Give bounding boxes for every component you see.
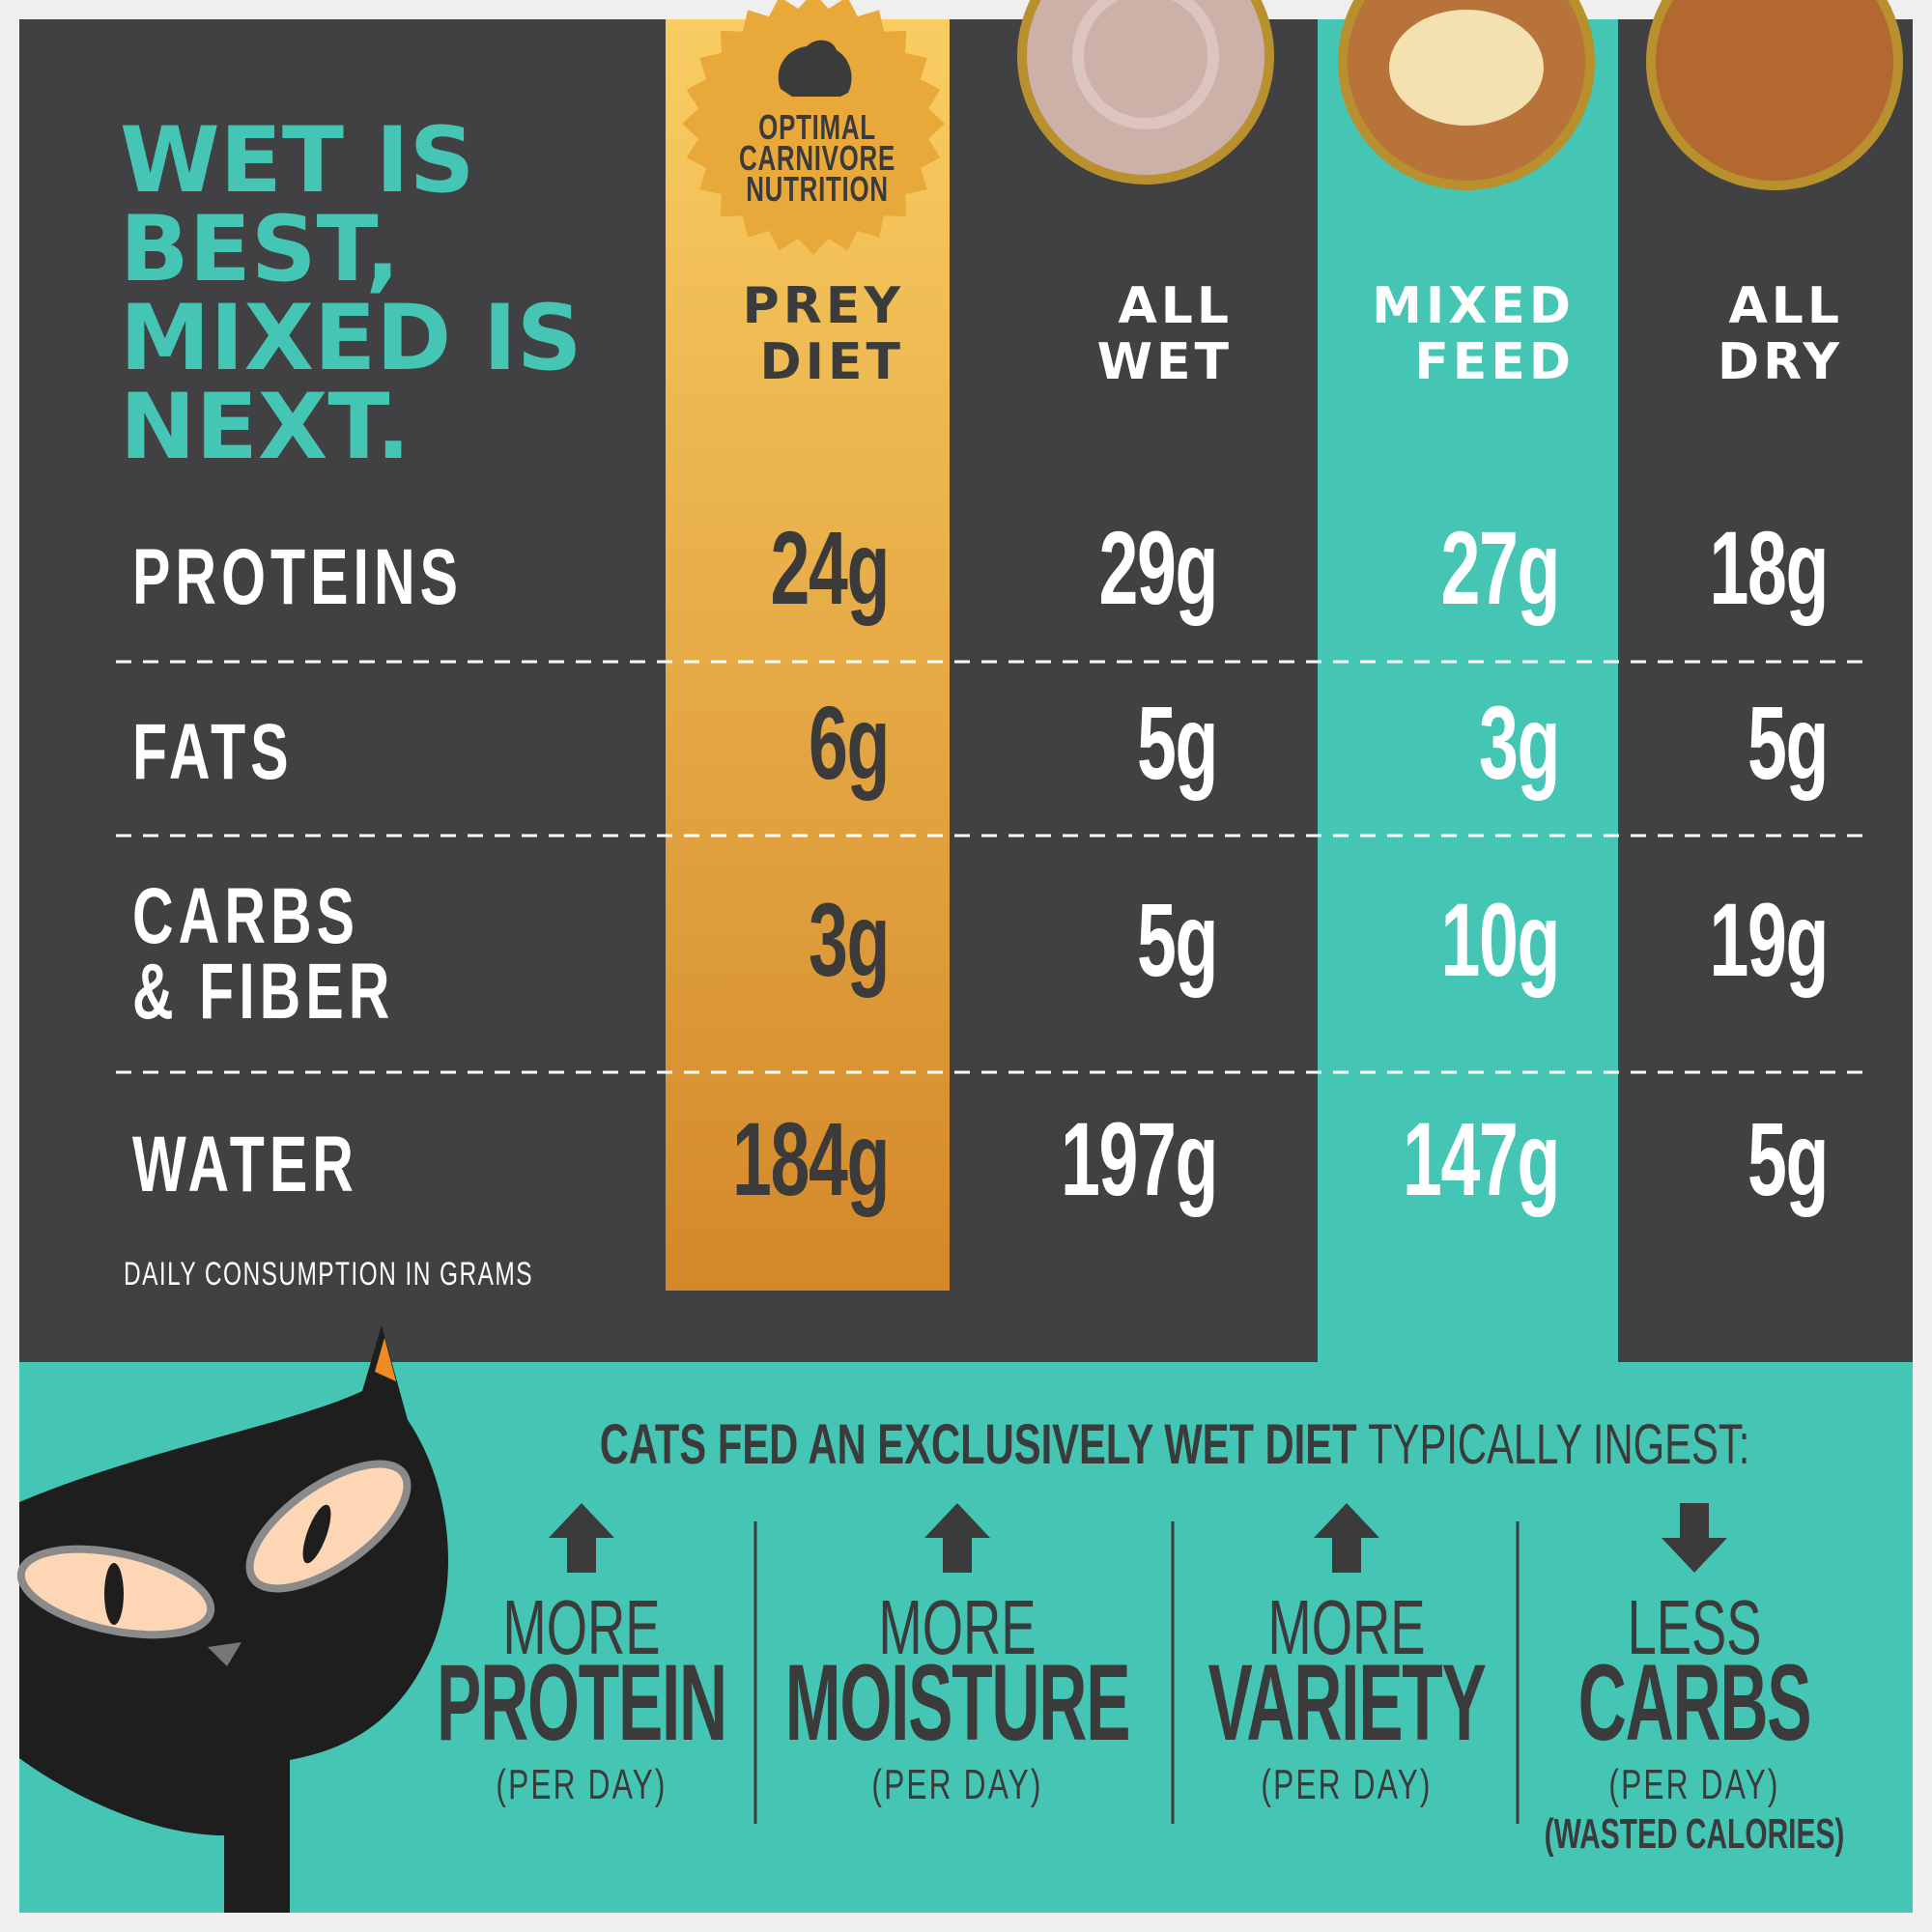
row-label: WATER (132, 1121, 358, 1209)
cell-value: 6g (809, 684, 889, 802)
bowl-gravy (1389, 10, 1544, 126)
arrow (549, 1503, 614, 1573)
row-label: CARBS (132, 872, 359, 961)
headline: CATS FED AN EXCLUSIVELY WET DIET TYPICALL… (600, 1412, 1750, 1475)
cell-value: 10g (1441, 881, 1559, 999)
cell-value: 5g (1747, 684, 1828, 802)
column-header: PREY (743, 277, 904, 335)
benefit-line2: CARBS (1578, 1642, 1811, 1763)
mouse-icon (778, 40, 852, 97)
column-header: MIXED (1372, 277, 1575, 335)
arrow (924, 1503, 990, 1573)
column-header: FEED (1414, 333, 1575, 391)
cell-value: 5g (1137, 684, 1217, 802)
cell-value: 27g (1441, 509, 1559, 627)
cell-value: 3g (1479, 684, 1559, 802)
bowl-swirl (1072, 0, 1219, 129)
row-label: FATS (132, 708, 294, 797)
column-header: ALL (1728, 277, 1843, 335)
arrow (1662, 1503, 1727, 1573)
bowls (1017, 0, 1903, 190)
benefit-note: (PER DAY) (1608, 1761, 1779, 1808)
benefit-note: (PER DAY) (871, 1761, 1042, 1808)
benefit-extra: (WASTED CALORIES) (1545, 1809, 1845, 1857)
benefit-line2: PROTEIN (437, 1642, 726, 1763)
cat (16, 1325, 448, 1913)
column-header: WET (1097, 333, 1233, 391)
headline-bold: CATS FED AN EXCLUSIVELY WET DIET (600, 1412, 1357, 1475)
benefit-line1: LESS (1627, 1585, 1761, 1671)
cell-value: 147g (1403, 1100, 1559, 1218)
cell-value: 3g (809, 881, 889, 999)
benefit-note: (PER DAY) (496, 1761, 667, 1808)
cat-nose (208, 1642, 242, 1666)
cat-pupil (104, 1563, 124, 1625)
cat-ear (375, 1338, 396, 1381)
badge (682, 0, 945, 255)
mixed-column (1318, 19, 1618, 1362)
title-line: BEST, (120, 197, 400, 302)
cell-value: 197g (1061, 1100, 1217, 1218)
cell-value: 29g (1099, 509, 1217, 627)
benefit-line2: MOISTURE (785, 1642, 1130, 1763)
column-header: DRY (1718, 333, 1843, 391)
column-header: ALL (1118, 277, 1233, 335)
title-line: MIXED IS (120, 286, 582, 391)
row-label: & FIBER (132, 948, 394, 1037)
title-line: NEXT. (120, 375, 411, 480)
benefit-note: (PER DAY) (1261, 1761, 1432, 1808)
badge-text: NUTRITION (746, 170, 889, 209)
benefit-line1: MORE (878, 1585, 1036, 1671)
benefit-line1: MORE (502, 1585, 660, 1671)
cell-value: 24g (771, 509, 889, 627)
row-label: PROTEINS (132, 533, 463, 622)
cat-pupil (302, 1504, 331, 1564)
benefit-line1: MORE (1267, 1585, 1425, 1671)
headline-regular: TYPICALLY INGEST: (1368, 1412, 1749, 1475)
bowl-dry (1646, 0, 1903, 190)
cell-value: 19g (1710, 881, 1828, 999)
arrow (1314, 1503, 1379, 1573)
column-header: DIET (759, 333, 904, 391)
title-line: WET IS (120, 108, 474, 213)
cell-value: 18g (1710, 509, 1828, 627)
cell-value: 5g (1747, 1100, 1828, 1218)
badge-text: OPTIMAL (758, 108, 876, 147)
footnote: DAILY CONSUMPTION IN GRAMS (124, 1256, 533, 1293)
cell-value: 184g (732, 1100, 889, 1218)
badge-star (682, 0, 945, 255)
badge-text: CARNIVORE (739, 139, 895, 178)
cell-value: 5g (1137, 881, 1217, 999)
benefit-line2: VARIETY (1208, 1642, 1485, 1763)
